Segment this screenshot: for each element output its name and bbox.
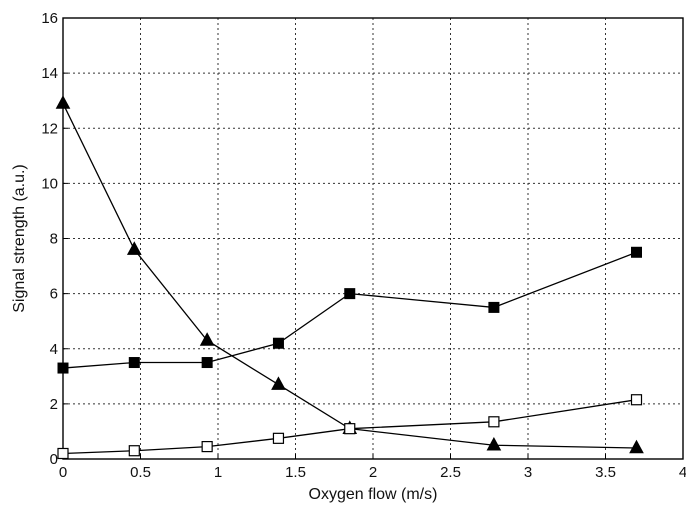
data-point <box>55 95 71 109</box>
data-point <box>272 432 285 444</box>
data-point <box>57 447 69 460</box>
series-layer <box>55 95 644 460</box>
y-tick-label: 8 <box>50 231 58 248</box>
data-point <box>201 357 213 369</box>
x-axis-ticks: 0 0.5 1 1.5 2 2.5 3 3.5 4 <box>59 454 686 481</box>
x-tick-label: 4 <box>679 464 686 481</box>
series-open-square <box>57 394 643 460</box>
data-point <box>488 416 500 428</box>
data-point <box>631 246 642 258</box>
y-tick-label: 2 <box>50 396 58 413</box>
x-tick-label: 3.5 <box>595 464 616 481</box>
data-point <box>128 445 140 457</box>
y-axis-ticks: 0 2 4 6 8 10 12 14 16 <box>41 10 68 468</box>
data-point <box>486 436 502 451</box>
series-line <box>62 103 637 449</box>
x-tick-label: 1 <box>214 464 222 481</box>
y-tick-label: 6 <box>50 286 58 303</box>
data-point <box>629 439 644 454</box>
data-point <box>128 357 140 369</box>
series-line <box>62 251 637 369</box>
x-tick-label: 0.5 <box>130 464 151 481</box>
data-point <box>344 288 356 300</box>
data-point <box>630 394 643 406</box>
data-point <box>272 337 284 349</box>
x-axis-label: Oxygen flow (m/s) <box>309 486 438 503</box>
series-filled-triangle <box>55 95 644 454</box>
data-point <box>344 423 356 435</box>
data-point <box>126 241 142 255</box>
data-point <box>57 362 69 374</box>
y-tick-label: 14 <box>41 65 58 82</box>
y-axis-label: Signal strength (a.u.) <box>11 164 28 313</box>
x-tick-label: 1.5 <box>285 464 306 481</box>
x-tick-label: 0 <box>59 464 67 481</box>
data-point <box>271 376 286 390</box>
y-tick-label: 16 <box>41 10 58 27</box>
x-tick-label: 3 <box>524 464 532 481</box>
series-filled-square <box>57 246 642 374</box>
data-point <box>199 332 215 346</box>
x-tick-label: 2.5 <box>440 464 461 481</box>
y-tick-label: 4 <box>50 341 58 358</box>
y-tick-label: 0 <box>50 451 58 468</box>
grid-lines <box>63 18 683 459</box>
x-tick-label: 2 <box>369 464 377 481</box>
data-point <box>488 301 500 313</box>
data-point <box>201 440 213 453</box>
y-tick-label: 10 <box>41 175 58 192</box>
y-tick-label: 12 <box>41 120 58 137</box>
